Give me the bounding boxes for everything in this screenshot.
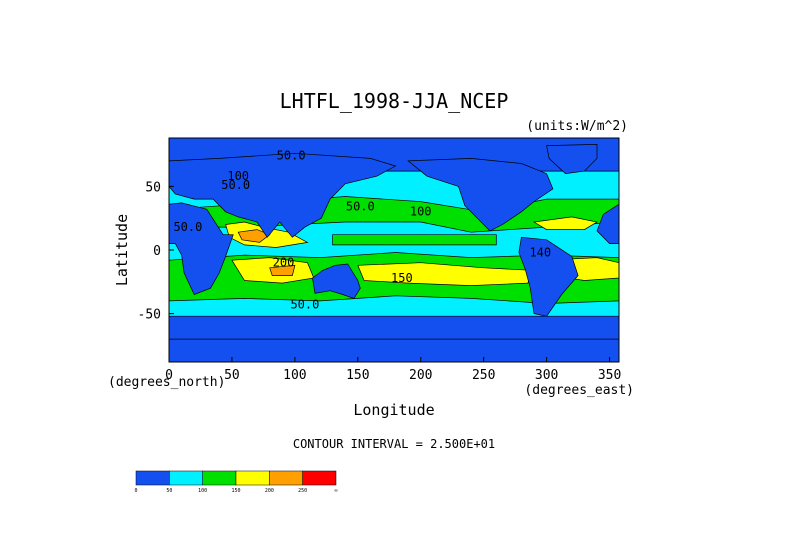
colorbar-tick-label: 150 [231, 488, 240, 494]
south-america [518, 236, 579, 317]
colorbar-swatch [302, 470, 337, 486]
contour-label: 50.0 [173, 220, 202, 234]
y-tick-label: 0 [153, 244, 161, 259]
x-tick-label: 200 [409, 368, 432, 383]
colorbar-swatch [235, 470, 270, 486]
units-note: (units:W/m^2) [526, 119, 628, 134]
north-america [407, 158, 554, 232]
x-tick-label: 100 [283, 368, 306, 383]
eurasia [169, 152, 397, 238]
contour-label: 100 [410, 205, 432, 219]
y-axis: -50 0 50 [138, 180, 174, 323]
africa [169, 202, 234, 295]
colorbar-tick-label: ∞ [334, 488, 337, 494]
x-tick-label: 150 [346, 368, 369, 383]
colorbar-tick-label: 200 [265, 488, 274, 494]
contour-label: 200 [273, 256, 295, 270]
colorbar: 0 50 100 150 200 250 ∞ [134, 470, 338, 494]
contour-label: 150 [391, 271, 413, 285]
north-atlantic-trades [532, 216, 598, 230]
x-axis: 0 50 100 150 200 250 300 350 [165, 357, 621, 383]
y-axis-label: Latitude [113, 214, 131, 286]
x-tick-label: 350 [598, 368, 621, 383]
x-tick-label: 300 [535, 368, 558, 383]
y-unit-note: (degrees_north) [108, 375, 225, 390]
contour-label: 50.0 [221, 178, 250, 192]
arabian-sea-peak [237, 229, 271, 243]
contour-label: 50.0 [277, 149, 306, 163]
contour-label: 140 [529, 245, 551, 259]
africa-west [596, 203, 619, 244]
colorbar-tick-label: 0 [134, 488, 137, 494]
colorbar-tick-label: 100 [198, 488, 207, 494]
x-tick-label: 0 [165, 368, 173, 383]
indian-ocean-peak [269, 264, 296, 276]
australia [312, 263, 361, 299]
south-pacific-trades [357, 262, 535, 286]
y-tick-label: -50 [138, 308, 161, 323]
x-tick-label: 250 [472, 368, 495, 383]
colorbar-tick-label: 50 [166, 488, 172, 494]
contour-label: 100 [227, 169, 249, 183]
contour-interval-note: CONTOUR INTERVAL = 2.500E+01 [293, 437, 495, 451]
colorbar-swatch [202, 470, 237, 486]
y-tick-label: 50 [145, 180, 161, 195]
contour-label: 50.0 [290, 298, 319, 312]
x-tick-label: 50 [224, 368, 240, 383]
x-unit-note: (degrees_east) [524, 383, 634, 398]
colorbar-swatch [135, 470, 170, 486]
x-axis-label: Longitude [353, 401, 434, 419]
greenland [546, 144, 598, 174]
antarctica [169, 338, 619, 362]
itcz-band [332, 234, 497, 246]
colorbar-swatch [169, 470, 203, 486]
contour-label: 50.0 [346, 200, 375, 214]
colorbar-swatch [269, 470, 303, 486]
chart-title: LHTFL_1998-JJA_NCEP [280, 89, 509, 113]
colorbar-tick-label: 250 [298, 488, 307, 494]
